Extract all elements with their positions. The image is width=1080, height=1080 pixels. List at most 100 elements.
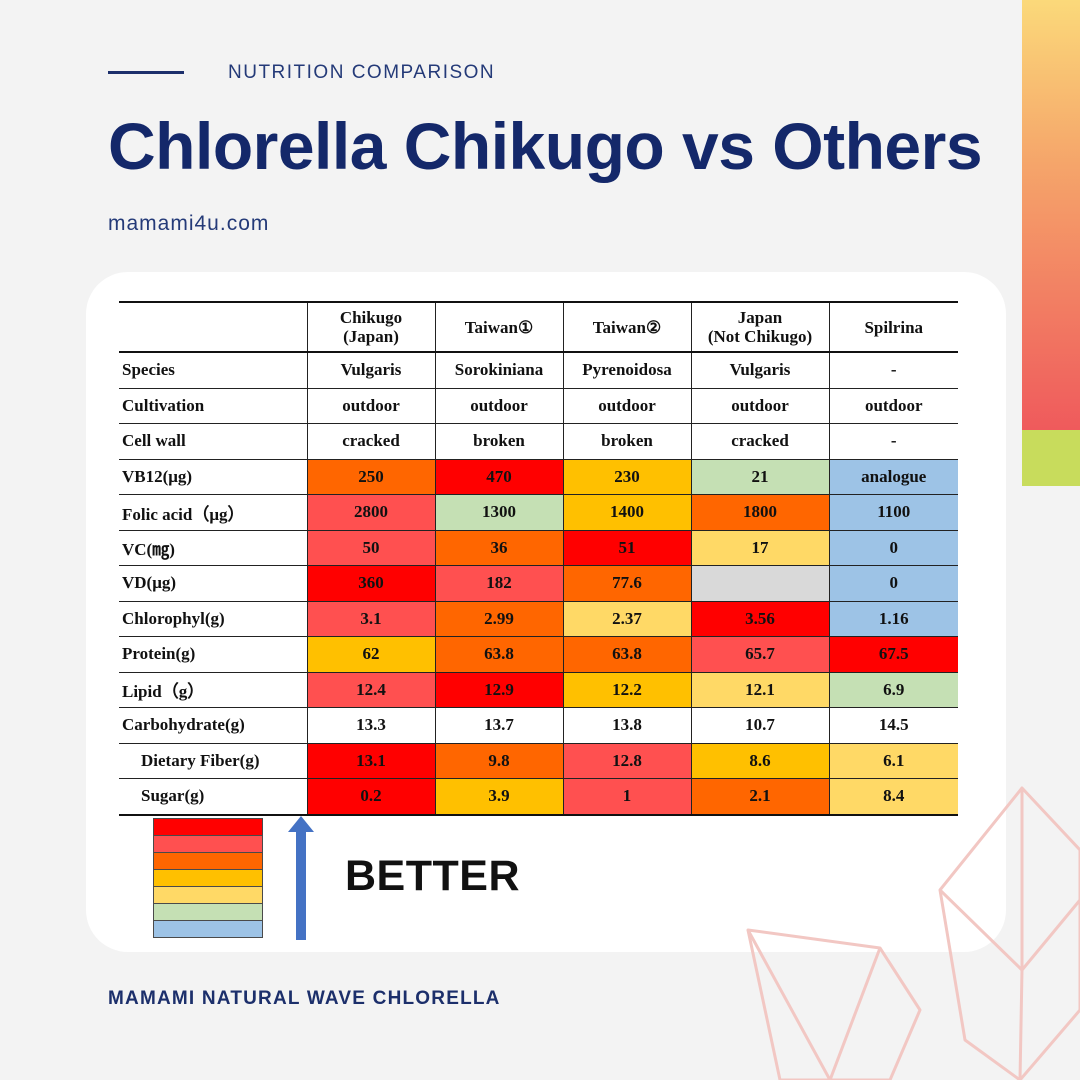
crystal-decoration-icon bbox=[746, 786, 1080, 1080]
legend-swatch bbox=[153, 886, 263, 903]
column-header: Taiwan① bbox=[434, 301, 563, 353]
table-cell: 14.5 bbox=[828, 707, 958, 744]
footer-brand: MAMAMI NATURAL WAVE CHLORELLA bbox=[108, 988, 501, 1009]
table-cell: 62 bbox=[306, 636, 435, 673]
table-cell: 67.5 bbox=[828, 636, 958, 673]
table-row: Cell wall cracked broken broken cracked - bbox=[119, 423, 958, 460]
table-cell: 6.1 bbox=[828, 743, 958, 779]
table-cell: 21 bbox=[690, 459, 829, 495]
table-row: Folic acid（μg） 2800 1300 1400 1800 1100 bbox=[119, 494, 958, 531]
table-cell: cracked bbox=[306, 423, 435, 460]
legend-swatch bbox=[153, 920, 263, 938]
table-cell: 2.99 bbox=[434, 601, 563, 637]
table-cell: 65.7 bbox=[690, 636, 829, 673]
table-cell: 0 bbox=[828, 530, 958, 566]
table-cell: cracked bbox=[690, 423, 829, 460]
row-label: VD(μg) bbox=[119, 565, 307, 602]
row-label: VC(㎎) bbox=[119, 530, 307, 566]
table-cell: outdoor bbox=[306, 388, 435, 424]
table-cell: 12.9 bbox=[434, 672, 563, 708]
better-label: BETTER bbox=[345, 852, 520, 900]
table-cell: Pyrenoidosa bbox=[562, 352, 691, 389]
table-cell: 36 bbox=[434, 530, 563, 566]
table-row: VC(㎎) 50 36 51 17 0 bbox=[119, 530, 958, 566]
table-row: Sugar(g) 0.2 3.9 1 2.1 8.4 bbox=[119, 778, 958, 816]
table-row: Dietary Fiber(g) 13.1 9.8 12.8 8.6 6.1 bbox=[119, 743, 958, 779]
nutrition-comparison-table: Chikugo (Japan) Taiwan① Taiwan② Japan (Not… bbox=[119, 301, 958, 816]
table-cell: 360 bbox=[306, 565, 435, 602]
table-cell: 63.8 bbox=[562, 636, 691, 673]
kicker-rule bbox=[108, 71, 184, 74]
table-cell: 470 bbox=[434, 459, 563, 495]
row-label: Sugar(g) bbox=[119, 778, 307, 816]
table-cell: 51 bbox=[562, 530, 691, 566]
table-row: Species Vulgaris Sorokiniana Pyrenoidosa Vul… bbox=[119, 352, 958, 389]
table-cell: 77.6 bbox=[562, 565, 691, 602]
column-header: Japan (Not Chikugo) bbox=[690, 301, 829, 353]
table-row: VD(μg) 360 182 77.6 0 bbox=[119, 565, 958, 602]
column-header: Chikugo (Japan) bbox=[306, 301, 435, 353]
table-cell: outdoor bbox=[562, 388, 691, 424]
legend-swatch bbox=[153, 852, 263, 869]
table-cell: 1300 bbox=[434, 494, 563, 531]
table-row: Lipid（g） 12.4 12.9 12.2 12.1 6.9 bbox=[119, 672, 958, 708]
table-cell: 6.9 bbox=[828, 672, 958, 708]
table-cell: - bbox=[828, 423, 958, 460]
table-cell: 2.37 bbox=[562, 601, 691, 637]
table-cell: 3.1 bbox=[306, 601, 435, 637]
row-label: Cultivation bbox=[119, 388, 307, 424]
table-cell: 0.2 bbox=[306, 778, 435, 816]
table-cell: 12.2 bbox=[562, 672, 691, 708]
table-row: VB12(μg) 250 470 230 21 analogue bbox=[119, 459, 958, 495]
table-row: Chlorophyl(g) 3.1 2.99 2.37 3.56 1.16 bbox=[119, 601, 958, 637]
table-cell: 230 bbox=[562, 459, 691, 495]
table-cell: 3.9 bbox=[434, 778, 563, 816]
table-cell: 1 bbox=[562, 778, 691, 816]
row-label: Chlorophyl(g) bbox=[119, 601, 307, 637]
table-row: Protein(g) 62 63.8 63.8 65.7 67.5 bbox=[119, 636, 958, 673]
table-cell: 13.1 bbox=[306, 743, 435, 779]
table-cell: 13.3 bbox=[306, 707, 435, 744]
accent-green-block bbox=[1022, 430, 1080, 486]
table-cell: 12.4 bbox=[306, 672, 435, 708]
row-label: VB12(μg) bbox=[119, 459, 307, 495]
table-cell: 12.1 bbox=[690, 672, 829, 708]
header-corner bbox=[119, 301, 307, 353]
table-cell: outdoor bbox=[690, 388, 829, 424]
row-label: Dietary Fiber(g) bbox=[119, 743, 307, 779]
table-cell: 8.6 bbox=[690, 743, 829, 779]
table-row: Cultivation outdoor outdoor outdoor outdoor o… bbox=[119, 388, 958, 424]
table-cell: 250 bbox=[306, 459, 435, 495]
table-cell: 1100 bbox=[828, 494, 958, 531]
table-cell: 2.1 bbox=[690, 778, 829, 816]
table-cell: 3.56 bbox=[690, 601, 829, 637]
table-cell: broken bbox=[562, 423, 691, 460]
table-cell: 2800 bbox=[306, 494, 435, 531]
table-cell: 13.7 bbox=[434, 707, 563, 744]
up-arrow-icon bbox=[288, 816, 314, 940]
table-cell: - bbox=[828, 352, 958, 389]
table-cell: 1800 bbox=[690, 494, 829, 531]
table-cell: 9.8 bbox=[434, 743, 563, 779]
legend-swatch bbox=[153, 903, 263, 920]
row-label: Protein(g) bbox=[119, 636, 307, 673]
site-url: mamami4u.com bbox=[108, 212, 270, 235]
table-row: Carbohydrate(g) 13.3 13.7 13.8 10.7 14.5 bbox=[119, 707, 958, 744]
row-label: Species bbox=[119, 352, 307, 389]
legend-swatch bbox=[153, 818, 263, 835]
table-cell: 10.7 bbox=[690, 707, 829, 744]
color-scale-legend bbox=[153, 818, 263, 938]
table-cell: 63.8 bbox=[434, 636, 563, 673]
row-label: Carbohydrate(g) bbox=[119, 707, 307, 744]
table-cell: Sorokiniana bbox=[434, 352, 563, 389]
table-cell: 12.8 bbox=[562, 743, 691, 779]
table-cell: 1400 bbox=[562, 494, 691, 531]
row-label: Lipid（g） bbox=[119, 672, 307, 708]
table-cell: outdoor bbox=[828, 388, 958, 424]
legend-swatch bbox=[153, 869, 263, 886]
table-cell: 17 bbox=[690, 530, 829, 566]
table-cell: 182 bbox=[434, 565, 563, 602]
row-label: Folic acid（μg） bbox=[119, 494, 307, 531]
table-cell: 50 bbox=[306, 530, 435, 566]
table-cell: 8.4 bbox=[828, 778, 958, 816]
